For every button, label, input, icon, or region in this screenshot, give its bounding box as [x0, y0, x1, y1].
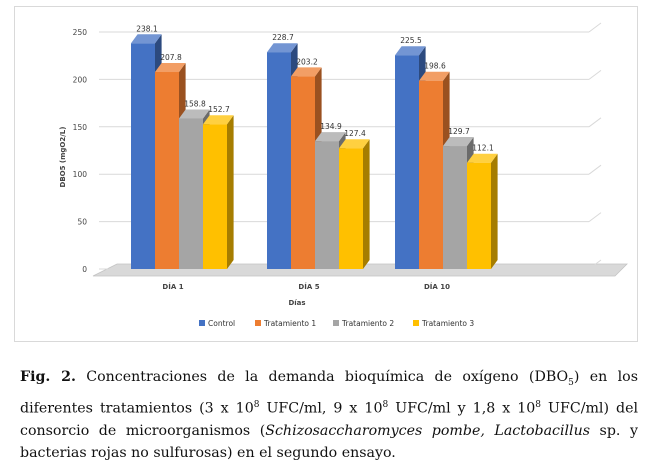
data-label: 198.6 [424, 62, 446, 71]
legend-swatch [333, 320, 339, 326]
bar-top [267, 43, 298, 53]
caption-exponent: 8 [382, 399, 389, 410]
bar [419, 80, 443, 269]
bar [179, 118, 203, 269]
gridline-depth [588, 212, 602, 223]
bar-top [339, 139, 370, 149]
gridline-depth [588, 70, 602, 80]
caption-text: sp. y bacterias rojas no sulfurosas) en … [20, 422, 638, 461]
y-axis-title: DBO5 (mgO2/L) [59, 127, 67, 188]
bar [339, 148, 363, 269]
bar-top [467, 153, 498, 163]
bar [467, 162, 491, 269]
data-label: 228.7 [272, 33, 294, 42]
gridline-depth [588, 117, 602, 128]
bar-top [395, 46, 426, 56]
caption-species: Schizosaccharomyces pombe, Lactobacillus [265, 422, 591, 439]
bar [443, 146, 467, 269]
bar-side [491, 153, 498, 269]
legend-label: Tratamiento 2 [341, 319, 394, 328]
y-tick-label: 200 [73, 75, 88, 84]
x-tick-label: DÍA 1 [162, 282, 183, 291]
caption-text: ) en los diferentes tratamientos (3 x 10 [20, 369, 638, 417]
bar [315, 141, 339, 269]
data-label: 158.8 [184, 99, 206, 108]
caption-text: Concentraciones de la demanda bioquímica… [75, 369, 569, 385]
bar-top [155, 63, 186, 73]
bar-top [291, 67, 322, 77]
caption-subscript: 5 [568, 377, 574, 388]
bar-top [419, 71, 450, 81]
caption-exponent: 8 [535, 399, 542, 410]
data-label: 112.1 [472, 144, 494, 153]
legend-label: Tratamiento 1 [263, 319, 316, 328]
data-label: 152.7 [208, 105, 230, 114]
bar [291, 76, 315, 270]
figure-caption: Fig. 2. Concentraciones de la demanda bi… [20, 366, 638, 464]
legend-label: Control [208, 319, 235, 328]
data-label: 134.9 [320, 122, 342, 131]
bar [155, 72, 179, 269]
x-tick-label: DÍA 10 [424, 282, 450, 291]
data-label: 225.5 [400, 36, 422, 45]
caption-text: UFC/ml, 9 x 10 [259, 400, 383, 417]
bar-top [131, 34, 162, 44]
bar-top [203, 115, 234, 125]
data-label: 127.4 [344, 129, 366, 138]
y-tick-label: 0 [82, 265, 87, 274]
gridline-depth [588, 259, 602, 270]
y-tick-label: 150 [73, 123, 88, 132]
legend-swatch [199, 320, 205, 326]
caption-prefix: Fig. 2. [20, 369, 76, 385]
y-tick-label: 50 [77, 218, 87, 227]
gridline-depth [588, 22, 602, 33]
x-axis-title: Días [288, 299, 305, 307]
gridline-depth [588, 164, 602, 175]
data-label: 238.1 [136, 24, 158, 33]
bar [203, 124, 227, 269]
y-tick-label: 250 [73, 28, 88, 37]
data-label: 203.2 [296, 57, 318, 66]
legend-label: Tratamiento 3 [421, 319, 474, 328]
bar-top [315, 132, 346, 142]
x-tick-label: DÍA 5 [298, 282, 319, 291]
bar-side [363, 139, 370, 269]
caption-text: UFC/ml) del consorcio de microorganismos… [20, 400, 639, 439]
bar-top [179, 109, 210, 119]
bar [395, 55, 419, 270]
bar-top [443, 137, 474, 147]
bar [131, 43, 155, 269]
bar [267, 52, 291, 270]
data-label: 207.8 [160, 53, 182, 62]
caption-exponent: 8 [253, 399, 260, 410]
legend-swatch [255, 320, 261, 326]
bar-side [227, 115, 234, 269]
y-tick-label: 100 [73, 170, 88, 179]
caption-text: UFC/ml y 1,8 x 10 [388, 400, 536, 417]
legend-swatch [413, 320, 419, 326]
data-label: 129.7 [448, 127, 470, 136]
chart-area: 0 50 100 150 200 250 238.1 207.8 158.8 152.7 DÍA 1… [14, 6, 638, 342]
